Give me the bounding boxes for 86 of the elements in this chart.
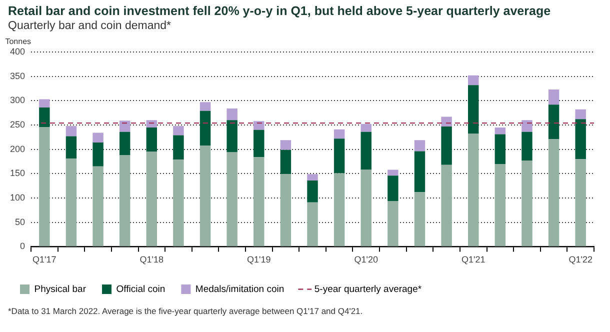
legend-label: 5-year quarterly average*: [314, 284, 422, 295]
bar: [522, 120, 532, 132]
bar: [173, 135, 184, 160]
bar: [334, 138, 345, 174]
bar: [254, 157, 264, 246]
x-tick-label: Q1'19: [247, 254, 271, 265]
bar: [388, 170, 398, 176]
bar: [200, 110, 211, 146]
bar: [226, 108, 238, 120]
bar: [522, 132, 532, 161]
bar: [92, 142, 104, 166]
legend-label: Official coin: [116, 284, 166, 295]
bar: [280, 174, 292, 246]
bar: [92, 166, 104, 246]
y-tick-label: 150: [10, 168, 26, 178]
bar: [575, 119, 586, 160]
x-tick-label: Q1'20: [354, 254, 378, 265]
bar: [254, 121, 264, 130]
bar: [119, 132, 130, 156]
bar: [414, 192, 426, 246]
text: *Data to 31 March 2022. Average is the five-year quarterly average between Q1'17 and Q4'21.: [8, 306, 363, 316]
bar: [66, 126, 77, 136]
bar: [39, 126, 50, 246]
legend-label: Medals/imitation coin: [195, 284, 284, 295]
bar: [280, 150, 292, 174]
bar: [468, 75, 479, 86]
y-tick-label: 100: [10, 192, 26, 203]
y-axis-title: Tonnes: [5, 37, 32, 46]
y-tick-label: 400: [10, 46, 26, 56]
x-tick-label: Q1'22: [568, 254, 592, 265]
bar: [173, 126, 184, 136]
bar: [441, 116, 452, 126]
y-tick-label: 350: [10, 70, 26, 81]
bar: [146, 152, 158, 246]
bar: [307, 174, 318, 180]
bar: [388, 176, 398, 201]
chart-subtitle: Quarterly bar and coin demand*: [8, 20, 172, 32]
x-tick-label: Q1'21: [461, 254, 486, 265]
bar: [522, 160, 532, 246]
y-tick-label: 200: [10, 144, 26, 154]
bar: [548, 139, 560, 246]
bar: [441, 164, 452, 246]
bar: [226, 152, 238, 246]
bar: [548, 89, 560, 105]
bar: [441, 126, 452, 165]
bar: [119, 155, 130, 246]
y-tick-label: 0: [20, 241, 26, 252]
bar: [200, 102, 211, 111]
y-tick-label: 300: [10, 95, 26, 106]
bar: [254, 130, 264, 158]
bar: [468, 134, 479, 246]
bar: [119, 120, 130, 132]
bar: [548, 104, 560, 140]
legend-label: Physical bar: [34, 284, 86, 295]
y-tick-label: 250: [10, 119, 26, 130]
bar: [334, 173, 345, 246]
bar: [494, 164, 506, 246]
bar: [360, 132, 372, 170]
bar: [39, 107, 50, 127]
bar: [307, 202, 318, 246]
bar: [360, 124, 372, 132]
bar: [414, 151, 426, 192]
bar: [66, 136, 77, 159]
bar: [307, 180, 318, 202]
y-tick-label: 50: [15, 216, 26, 227]
bar: [468, 85, 479, 134]
bar: [146, 120, 158, 128]
bar: [494, 134, 506, 164]
bar: [92, 132, 104, 143]
x-tick-label: Q1'18: [140, 254, 164, 265]
bar: [200, 145, 211, 246]
bar: [575, 109, 586, 120]
bar: [414, 140, 426, 152]
bar: [146, 127, 158, 152]
bar: [280, 140, 292, 150]
bar: [388, 200, 398, 246]
bar: [575, 159, 586, 246]
bar: [66, 158, 77, 246]
chart-title: Retail bar and coin investment fell 20% y-o-y in Q1, but held above 5-year quarterly average: [8, 4, 551, 18]
bar: [494, 127, 506, 134]
bar: [226, 120, 238, 152]
bar: [360, 170, 372, 246]
bar: [334, 129, 345, 139]
bar: [39, 99, 50, 108]
x-tick-label: Q1'17: [32, 254, 56, 265]
bar: [173, 160, 184, 246]
